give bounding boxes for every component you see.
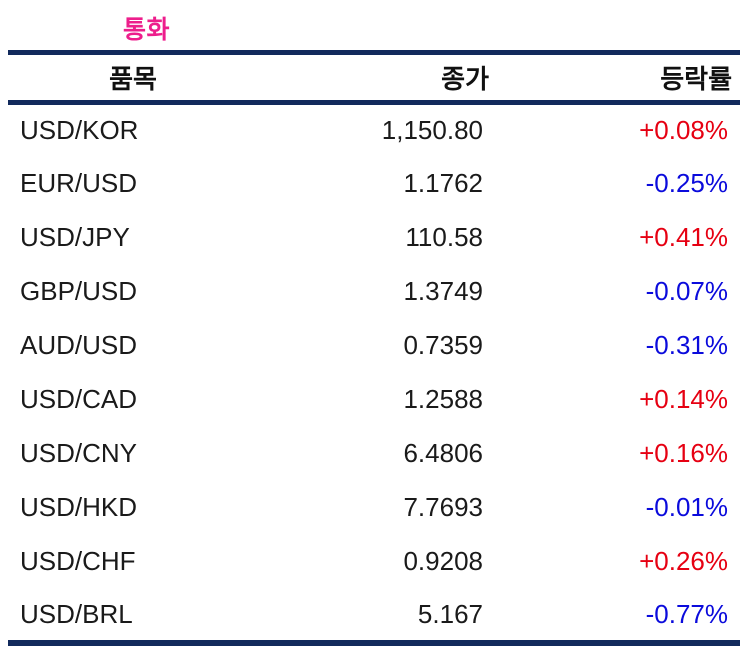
close-cell: 6.4806 <box>403 438 483 468</box>
table-row: USD/CNY 6.4806 +0.16% <box>8 427 740 481</box>
change-cell: -0.77% <box>645 598 728 629</box>
table-body: USD/KOR 1,150.80 +0.08% EUR/USD 1.1762 -0.25%… <box>8 103 740 643</box>
change-cell: -0.31% <box>645 330 728 360</box>
currency-table: 품목 종가 등락률 USD/KOR 1,150.80 +0.08% EUR/USD 1.… <box>8 50 740 646</box>
close-cell: 5.167 <box>417 598 483 629</box>
change-cell: +0.16% <box>639 438 728 468</box>
table-header: 품목 종가 등락률 <box>8 53 740 103</box>
item-cell: USD/CHF <box>20 546 136 576</box>
close-cell: 1.2588 <box>403 384 483 414</box>
change-cell: +0.26% <box>639 546 728 576</box>
change-cell: -0.25% <box>645 168 728 198</box>
close-cell: 1.1762 <box>403 168 483 198</box>
close-cell: 0.9208 <box>403 546 483 576</box>
change-cell: -0.07% <box>645 276 728 306</box>
header-row: 품목 종가 등락률 <box>8 53 740 103</box>
change-cell: +0.08% <box>639 115 728 146</box>
change-cell: +0.41% <box>639 222 728 252</box>
header-close-price: 종가 <box>441 64 489 94</box>
item-cell: USD/JPY <box>20 222 130 252</box>
item-cell: GBP/USD <box>20 276 138 306</box>
table-row: GBP/USD 1.3749 -0.07% <box>8 265 740 319</box>
table-row: USD/CAD 1.2588 +0.14% <box>8 373 740 427</box>
item-cell: USD/CNY <box>20 438 138 468</box>
change-cell: +0.14% <box>639 384 728 414</box>
item-cell: USD/HKD <box>20 492 138 522</box>
close-cell: 110.58 <box>405 222 483 252</box>
item-cell: AUD/USD <box>20 330 138 360</box>
item-cell: USD/CAD <box>20 384 138 414</box>
table-row: AUD/USD 0.7359 -0.31% <box>8 319 740 373</box>
item-cell: EUR/USD <box>20 168 138 198</box>
close-cell: 1.3749 <box>403 276 483 306</box>
close-cell: 7.7693 <box>403 492 483 522</box>
change-cell: -0.01% <box>645 492 728 522</box>
table-row: USD/BRL 5.167 -0.77% <box>8 589 740 643</box>
table-row: USD/CHF 0.9208 +0.26% <box>8 535 740 589</box>
item-cell: USD/BRL <box>20 598 133 629</box>
table-row: USD/KOR 1,150.80 +0.08% <box>8 103 740 157</box>
close-cell: 1,150.80 <box>381 115 483 146</box>
table-row: EUR/USD 1.1762 -0.25% <box>8 157 740 211</box>
table-row: USD/HKD 7.7693 -0.01% <box>8 481 740 535</box>
header-change-rate: 등락률 <box>660 64 732 94</box>
header-item: 품목 <box>109 64 157 94</box>
table-title: 통화 <box>123 16 171 44</box>
close-cell: 0.7359 <box>403 330 483 360</box>
item-cell: USD/KOR <box>20 115 139 146</box>
table-row: USD/JPY 110.58 +0.41% <box>8 211 740 265</box>
